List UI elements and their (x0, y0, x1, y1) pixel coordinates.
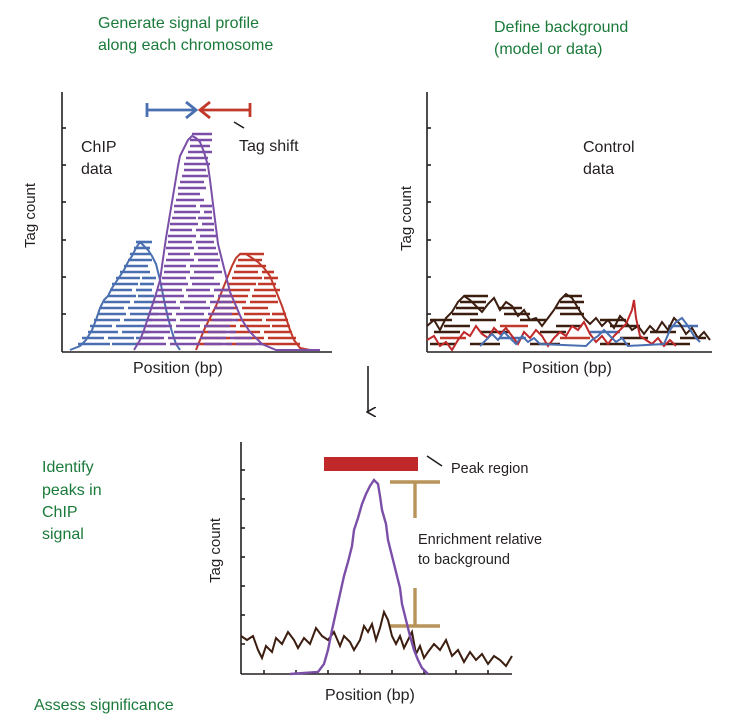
enrichment-label-line1: Enrichment relative (418, 532, 543, 548)
chip-purple-reads (136, 132, 262, 346)
control-y-ticks (427, 127, 431, 315)
step4-title: Assess significance (34, 697, 174, 714)
step3-title-line4: signal (42, 526, 84, 543)
peak-axes (240, 442, 512, 675)
step1-title-line1: Generate signal profile (98, 15, 259, 32)
chip-purple-profile (133, 134, 320, 351)
peak-region-bar (324, 457, 418, 471)
tag-shift-arrows (145, 100, 252, 120)
peak-background-profile (240, 609, 513, 668)
control-red-profile (426, 299, 677, 352)
peak-y-ticks (241, 469, 245, 645)
step3-title-line2: peaks in (42, 482, 102, 499)
step2-title-line2: (model or data) (494, 41, 603, 58)
control-brown-profile (426, 292, 711, 341)
chip-x-axis-label: Position (bp) (133, 360, 223, 377)
enrichment-label-line2: to background (418, 552, 510, 568)
peak-x-ticks (263, 670, 489, 674)
step3-title-line3: ChIP (42, 504, 78, 521)
step3-title-line1: Identify (42, 459, 94, 476)
enrichment-bracket (390, 480, 440, 628)
peak-x-axis-label: Position (bp) (325, 687, 415, 704)
control-axes (426, 92, 712, 353)
control-background-reads (430, 294, 706, 346)
control-data-label-line2: data (583, 161, 615, 178)
control-blue-profile (479, 316, 701, 348)
chip-data-label-line2: data (81, 161, 113, 178)
control-data-label-line1: Control (583, 139, 635, 156)
chip-data-label-line1: ChIP (81, 139, 117, 156)
step1-title-line2: along each chromosome (98, 37, 274, 54)
tag-shift-label: Tag shift (239, 138, 299, 155)
peak-region-label: Peak region (451, 461, 529, 477)
tag-shift-pointer (233, 121, 245, 129)
peak-region-pointer (426, 455, 443, 467)
chip-axes (61, 92, 332, 353)
step2-title-line1: Define background (494, 19, 629, 36)
control-x-axis-label: Position (bp) (522, 360, 612, 377)
peak-chip-profile (289, 478, 429, 676)
chip-y-ticks (62, 127, 66, 315)
